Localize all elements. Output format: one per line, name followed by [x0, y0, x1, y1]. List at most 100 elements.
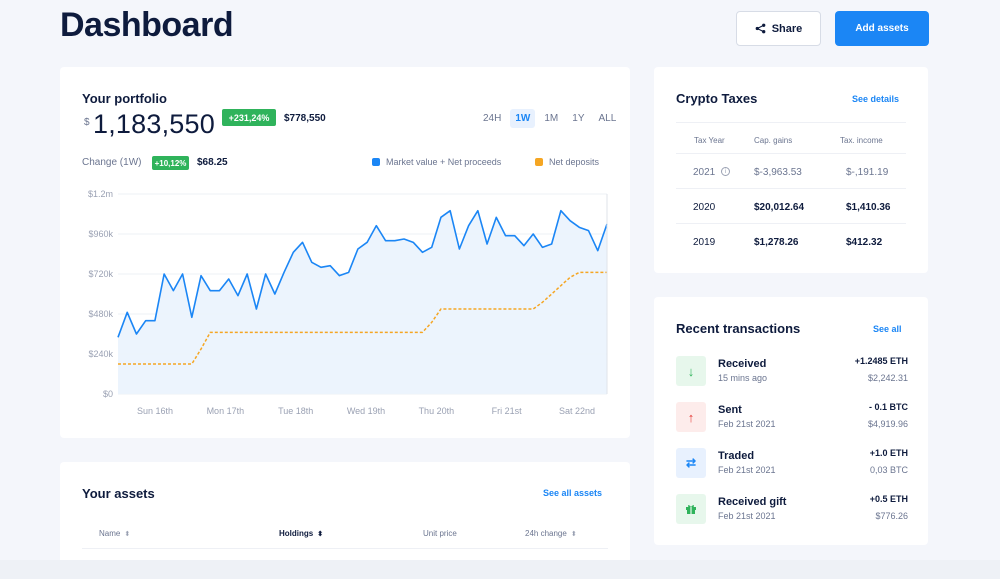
tx-amount: +1.2485 ETH: [854, 356, 908, 366]
x-tick-label: Tue 18th: [278, 406, 313, 416]
legend-market-value: Market value + Net proceeds: [372, 157, 501, 167]
col-24h-change-label: 24h change: [525, 529, 567, 538]
x-tick-label: Sun 16th: [137, 406, 173, 416]
y-tick-label: $240k: [88, 349, 113, 359]
transaction-item[interactable]: Received gift Feb 21st 2021 +0.5 ETH $77…: [676, 492, 908, 532]
tx-amount: +0.5 ETH: [869, 494, 908, 504]
col-holdings[interactable]: Holdings ⬍: [279, 529, 323, 538]
divider: [676, 122, 906, 123]
tx-time: Feb 21st 2021: [718, 511, 776, 521]
divider: [82, 548, 608, 549]
swap-icon: ⇄: [676, 448, 706, 478]
range-all[interactable]: ALL: [598, 113, 617, 124]
col-name[interactable]: Name ⬍: [99, 529, 130, 538]
tax-row-2019[interactable]: 2019 $1,278.26 $412.32: [676, 223, 906, 258]
gift-icon: [676, 494, 706, 524]
change-value: $68.25: [197, 157, 228, 168]
col-unit-price-label: Unit price: [423, 529, 457, 538]
tax-row-2020[interactable]: 2020 $20,012.64 $1,410.36: [676, 188, 906, 223]
x-tick-label: Wed 19th: [347, 406, 385, 416]
x-tick-label: Sat 22nd: [559, 406, 595, 416]
portfolio-value: 1,183,550: [93, 109, 215, 139]
change-label: Change (1W): [82, 157, 142, 168]
tax-income: $-,191.19: [846, 167, 889, 178]
tx-usd: $776.26: [875, 511, 908, 521]
crypto-taxes-card: Crypto Taxes See details Tax Year Cap. g…: [654, 67, 928, 273]
share-button[interactable]: Share: [736, 11, 821, 46]
tx-usd: 0,03 BTC: [869, 465, 908, 475]
col-24h-change[interactable]: 24h change ⬍: [525, 529, 577, 538]
currency-symbol: $: [84, 117, 90, 128]
tx-type: Sent: [718, 404, 742, 416]
change-badge: +10,12%: [152, 156, 189, 170]
legend-label: Net deposits: [549, 157, 600, 167]
y-tick-label: $0: [103, 389, 113, 399]
range-1m[interactable]: 1M: [544, 113, 559, 124]
share-icon: [755, 23, 766, 34]
tx-time: Feb 21st 2021: [718, 465, 776, 475]
col-name-label: Name: [99, 529, 121, 538]
col-tax-income: Tax. income: [840, 136, 883, 145]
page-title: Dashboard: [60, 6, 234, 44]
arrow-down-icon: ↓: [676, 356, 706, 386]
see-all-assets-link[interactable]: See all assets: [543, 488, 603, 498]
page-bottom-edge: [0, 560, 1000, 579]
col-cap-gains: Cap. gains: [754, 136, 793, 145]
series-line-net-deposits: [118, 271, 607, 365]
total-change-value: $778,550: [284, 113, 326, 124]
y-tick-label: $720k: [88, 269, 113, 279]
col-holdings-label: Holdings: [279, 529, 314, 538]
legend-label: Market value + Net proceeds: [386, 157, 502, 167]
tax-year: 2020: [693, 202, 716, 213]
legend-swatch-blue: [372, 158, 380, 166]
series-area-market-value: [118, 210, 607, 394]
add-assets-button[interactable]: Add assets: [835, 11, 929, 46]
portfolio-title: Your portfolio: [82, 91, 167, 106]
range-1y[interactable]: 1Y: [572, 113, 585, 124]
legend-swatch-orange: [535, 158, 543, 166]
tax-year: 2019: [693, 237, 716, 248]
tax-income: $1,410.36: [846, 202, 891, 213]
sort-icon: ⬍: [124, 530, 131, 538]
tx-amount: +1.0 ETH: [869, 448, 908, 458]
series-line-market-value: [117, 209, 608, 338]
legend-net-deposits: Net deposits: [535, 157, 599, 167]
recent-transactions-card: Recent transactions See all ↓ Received 1…: [654, 297, 928, 545]
y-tick-label: $960k: [88, 229, 113, 239]
y-tick-label: $480k: [88, 309, 113, 319]
taxes-title: Crypto Taxes: [676, 91, 758, 106]
sort-icon: ⬍: [317, 530, 324, 538]
total-change-badge: +231,24%: [222, 109, 276, 126]
tx-amount: - 0.1 BTC: [868, 402, 908, 412]
y-tick-label: $1.2m: [88, 189, 113, 199]
range-1w[interactable]: 1W: [510, 109, 536, 128]
see-all-transactions-link[interactable]: See all: [873, 324, 902, 334]
tx-type: Traded: [718, 450, 755, 462]
share-label: Share: [771, 22, 803, 35]
transaction-item[interactable]: ↓ Received 15 mins ago +1.2485 ETH $2,24…: [676, 354, 908, 394]
range-selector: 24H 1W 1M 1Y ALL: [478, 109, 621, 128]
x-tick-label: Fri 21st: [492, 406, 523, 416]
tx-time: 15 mins ago: [718, 373, 768, 383]
assets-title: Your assets: [82, 486, 155, 501]
sort-icon: ⬍: [570, 530, 577, 538]
tax-row-2021[interactable]: 2021 i $-3,963.53 $-,191.19: [676, 153, 906, 188]
see-details-link[interactable]: See details: [852, 94, 900, 104]
info-icon[interactable]: i: [721, 167, 730, 176]
recent-title: Recent transactions: [676, 321, 801, 336]
col-unit-price[interactable]: Unit price: [423, 529, 457, 538]
tax-income: $412.32: [846, 237, 883, 248]
range-24h[interactable]: 24H: [483, 113, 502, 124]
cap-gains: $20,012.64: [754, 202, 805, 213]
cap-gains: $-3,963.53: [754, 167, 802, 178]
tx-type: Received gift: [718, 496, 787, 508]
transaction-item[interactable]: ⇄ Traded Feb 21st 2021 +1.0 ETH 0,03 BTC: [676, 446, 908, 486]
tx-type: Received: [718, 358, 767, 370]
transaction-item[interactable]: ↑ Sent Feb 21st 2021 - 0.1 BTC $4,919.96: [676, 400, 908, 440]
cap-gains: $1,278.26: [754, 237, 799, 248]
col-tax-year: Tax Year: [694, 136, 725, 145]
arrow-up-icon: ↑: [676, 402, 706, 432]
tx-time: Feb 21st 2021: [718, 419, 776, 429]
tax-year: 2021: [693, 167, 716, 178]
portfolio-chart[interactable]: $1.2m $960k $720k $480k $240k $0 Sun 16th Mon 1…: [60, 182, 630, 422]
